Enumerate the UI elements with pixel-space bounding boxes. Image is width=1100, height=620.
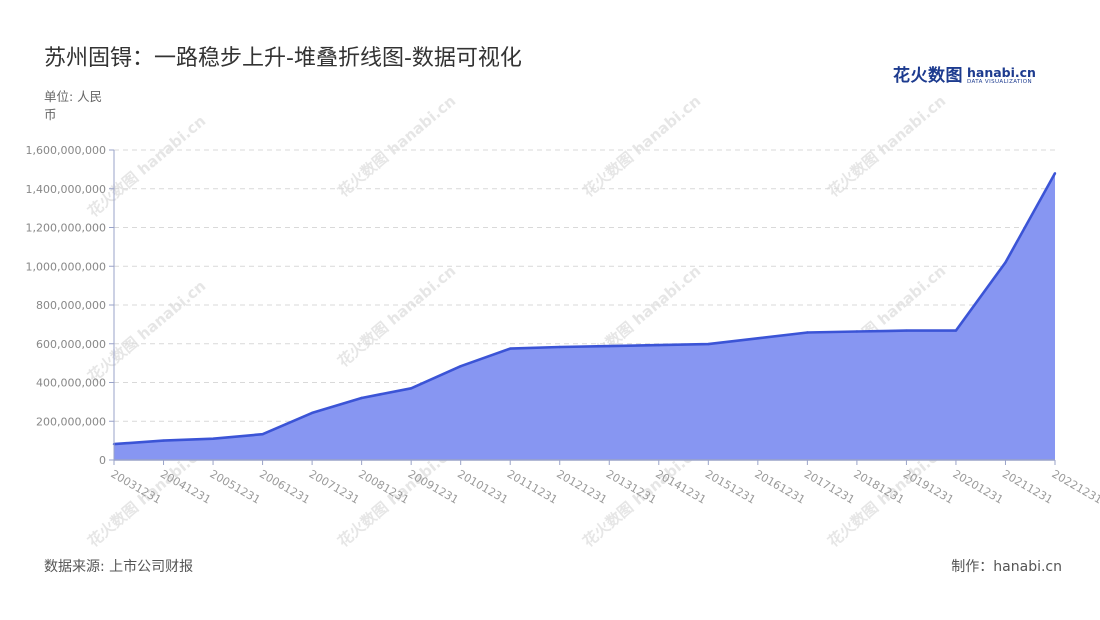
data-point	[1004, 261, 1007, 264]
data-point	[410, 387, 413, 390]
y-tick-label: 1,600,000,000	[26, 144, 106, 157]
watermark-text: 花火数图 hanabi.cn	[84, 112, 209, 221]
x-tick-label: 20051231	[208, 467, 263, 506]
data-point	[608, 344, 611, 348]
unit-label: 单位: 人民币	[44, 89, 103, 122]
data-point	[558, 345, 561, 349]
data-point	[954, 329, 958, 332]
data-point	[360, 396, 363, 400]
x-tick-label: 20071231	[307, 467, 362, 506]
data-point	[1053, 172, 1057, 175]
data-point	[657, 343, 660, 347]
y-tick-label: 1,000,000,000	[26, 260, 106, 273]
data-point	[855, 330, 859, 333]
data-point	[162, 439, 165, 442]
series-area	[112, 172, 1057, 461]
y-tick-label: 400,000,000	[36, 377, 106, 390]
y-tick-label: 1,200,000,000	[26, 222, 106, 235]
watermark-text: 花火数图 hanabi.cn	[579, 92, 704, 201]
x-tick-label: 20211231	[1000, 467, 1055, 506]
logo-cn-text: 花火数图	[893, 66, 963, 86]
watermark-text: 花火数图 hanabi.cn	[334, 92, 459, 201]
y-axis-ticks: 0 200,000,000 400,000,000 600,000,000 800,00…	[26, 144, 114, 467]
x-tick-label: 20151231	[703, 467, 758, 506]
data-point	[905, 329, 908, 332]
y-tick-label: 200,000,000	[36, 415, 106, 428]
data-point	[310, 411, 314, 415]
watermark-text: 花火数图 hanabi.cn	[84, 277, 209, 386]
y-tick-label: 800,000,000	[36, 299, 106, 312]
chart-title: 苏州固锝：一路稳步上升-堆叠折线图-数据可视化	[44, 46, 522, 71]
x-tick-label: 20171231	[802, 467, 857, 506]
data-point	[756, 337, 759, 340]
logo-en-block: hanabi.cn DATA VISUALIZATION	[967, 65, 1036, 86]
x-tick-label: 20221231	[1050, 467, 1100, 506]
y-tick-label: 1,400,000,000	[26, 183, 106, 196]
watermark-text: 花火数图 hanabi.cn	[824, 92, 949, 201]
x-axis-ticks: 2003123120041231200512312006123120071231…	[109, 460, 1100, 507]
x-tick-label: 20201231	[950, 467, 1005, 506]
y-tick-label: 600,000,000	[36, 338, 106, 351]
data-point	[509, 347, 512, 350]
x-tick-label: 20061231	[257, 467, 312, 506]
data-point	[261, 433, 264, 436]
series-line	[113, 172, 1057, 446]
hanabi-logo: 花火数图 hanabi.cn DATA VISUALIZATION	[893, 60, 1036, 86]
credit-label: 制作：hanabi.cn	[951, 559, 1062, 575]
data-point	[211, 437, 215, 440]
x-tick-label: 20101231	[455, 467, 510, 506]
x-tick-label: 20161231	[752, 467, 807, 506]
area-fill	[114, 173, 1055, 461]
data-point	[459, 365, 462, 368]
x-tick-label: 20121231	[554, 467, 609, 506]
watermark-text: 花火数图 hanabi.cn	[334, 262, 459, 371]
x-tick-label: 20111231	[505, 467, 560, 506]
y-tick-label: 0	[99, 454, 106, 467]
logo-sub-text: DATA VISUALIZATION	[967, 79, 1032, 85]
data-point	[707, 342, 710, 346]
data-point	[806, 331, 809, 334]
logo-en-text: hanabi.cn	[967, 65, 1036, 80]
data-source-label: 数据来源: 上市公司财报	[44, 559, 194, 575]
